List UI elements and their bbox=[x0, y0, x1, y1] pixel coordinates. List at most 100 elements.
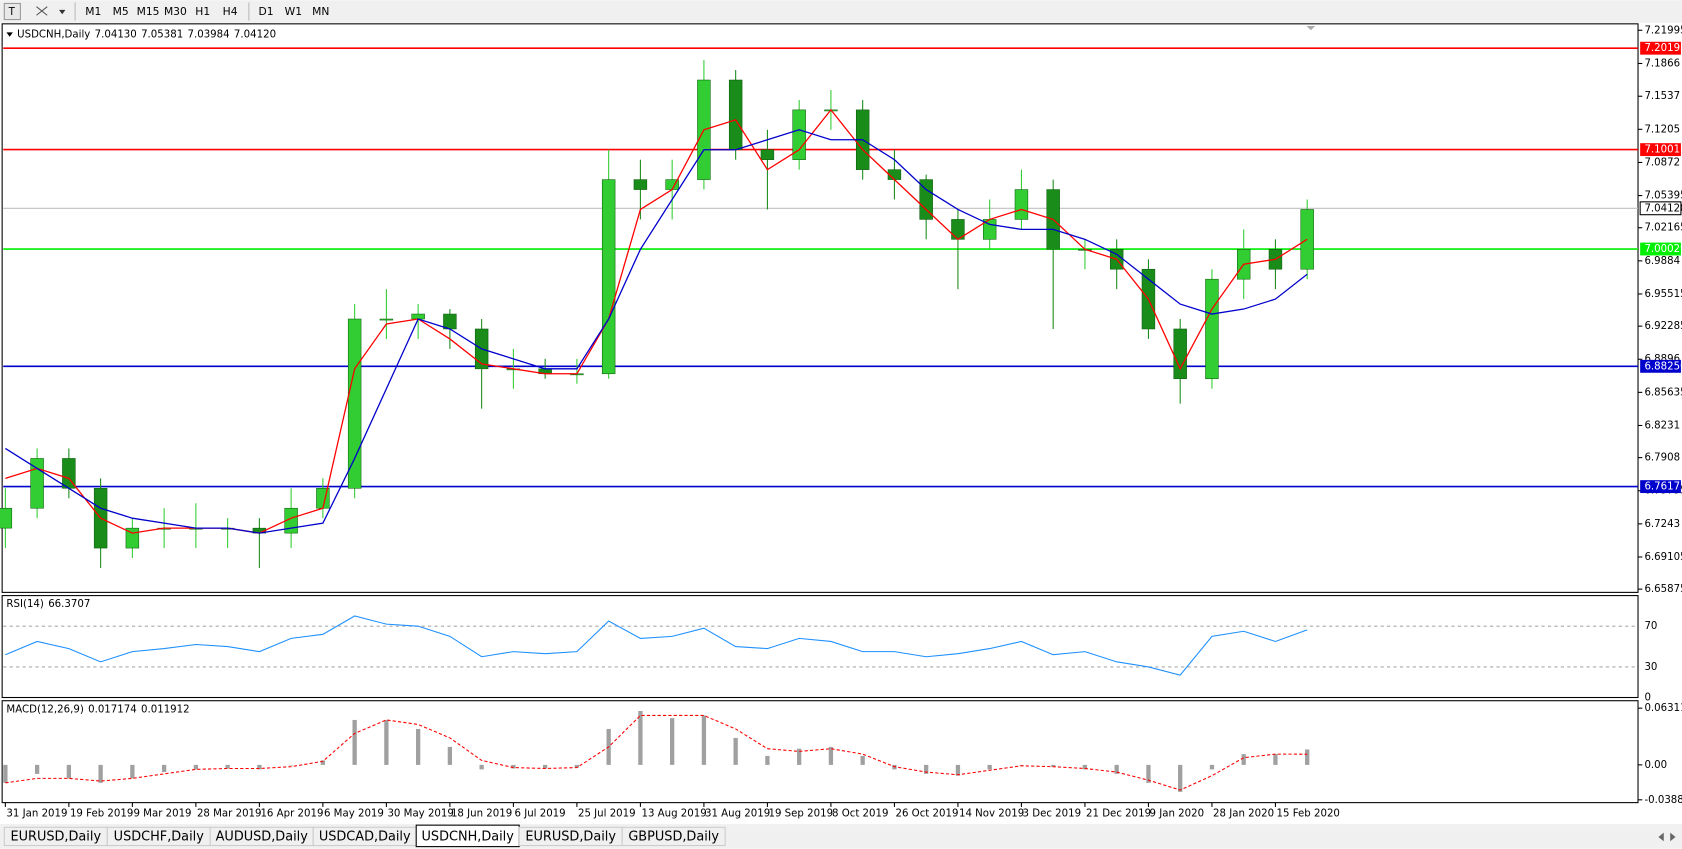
level-label-bg bbox=[1640, 242, 1681, 256]
macd-bar bbox=[860, 755, 865, 765]
tab-label[interactable]: GBPUSD,Daily bbox=[628, 829, 719, 844]
macd-bar bbox=[1178, 764, 1183, 792]
candle-body bbox=[0, 507, 13, 529]
level-label-bg bbox=[1640, 41, 1681, 55]
timeframe-button[interactable]: MN bbox=[312, 5, 329, 18]
ohlc-high: 7.05381 bbox=[141, 30, 183, 41]
macd-tick-label: -0.038872 bbox=[1644, 795, 1682, 806]
tab-label[interactable]: USDCHF,Daily bbox=[114, 829, 205, 844]
x-tick-label: 16 Apr 2019 bbox=[260, 808, 323, 819]
macd-title: MACD(12,26,9) bbox=[6, 704, 83, 715]
ohlc-close: 7.04120 bbox=[234, 30, 276, 41]
x-tick-label: 14 Nov 2019 bbox=[959, 808, 1024, 819]
macd-bar bbox=[34, 764, 40, 774]
timeframe-button[interactable]: M30 bbox=[164, 5, 187, 18]
x-tick-label: 31 Jan 2019 bbox=[6, 808, 67, 819]
dropdown-arrow[interactable] bbox=[58, 9, 66, 15]
macd-bar bbox=[384, 719, 389, 765]
x-tick-label: 28 Mar 2019 bbox=[197, 808, 262, 819]
macd-bar bbox=[1273, 754, 1278, 765]
tab-label[interactable]: EURUSD,Daily bbox=[525, 829, 616, 844]
tools-icon[interactable] bbox=[36, 6, 48, 16]
chart-tab[interactable]: GBPUSD,Daily bbox=[621, 826, 726, 847]
level-label: 7.00029 bbox=[1644, 244, 1682, 255]
chart-tab[interactable]: EURUSD,Daily bbox=[3, 826, 108, 847]
y-tick-label: 7.21995 bbox=[1644, 25, 1682, 36]
level-label-bg bbox=[1640, 143, 1681, 157]
ohlc-low: 7.03984 bbox=[188, 30, 230, 41]
timeframe-button[interactable]: M1 bbox=[85, 5, 101, 18]
macd-panel bbox=[1, 700, 1639, 804]
level-label: 6.88250 bbox=[1644, 361, 1682, 372]
macd-tick-label: 0.00 bbox=[1644, 760, 1667, 771]
timeframe-button[interactable]: W1 bbox=[285, 5, 302, 18]
macd-header: MACD(12,26,9) 0.017174 0.011912 bbox=[6, 704, 189, 715]
timeframe-button[interactable]: M5 bbox=[113, 5, 129, 18]
y-tick-label: 6.65875 bbox=[1644, 584, 1682, 595]
ohlc-open: 7.04130 bbox=[95, 30, 137, 41]
y-tick-label: 6.7243 bbox=[1644, 519, 1680, 530]
macd-bar bbox=[701, 715, 707, 765]
symbol-title: USDCNH,Daily bbox=[17, 30, 90, 41]
rsi-header: RSI(14) 66.3707 bbox=[6, 599, 90, 610]
toolbar-bg bbox=[0, 0, 1682, 23]
chart-tab[interactable]: EURUSD,Daily bbox=[518, 826, 623, 847]
tab-label[interactable]: USDCNH,Daily bbox=[422, 829, 515, 844]
x-tick-label: 19 Feb 2019 bbox=[70, 808, 133, 819]
macd-bar bbox=[1209, 764, 1215, 770]
macd-signal bbox=[5, 714, 1308, 791]
cursor-icon[interactable] bbox=[3, 2, 21, 21]
chart-tab[interactable]: USDCAD,Daily bbox=[312, 826, 417, 847]
tab-scroll[interactable] bbox=[1658, 832, 1676, 842]
timeframe-bar: M1 M5 M15 M30 H1 H4 D1 W1 MN bbox=[85, 2, 329, 21]
header-arrow bbox=[6, 32, 13, 37]
chart-tab[interactable]: USDCHF,Daily bbox=[106, 826, 211, 847]
candle-body bbox=[379, 318, 394, 321]
macd-bar bbox=[1082, 764, 1088, 770]
tab-label[interactable]: AUDUSD,Daily bbox=[216, 829, 309, 844]
rsi-panel bbox=[1, 595, 1639, 699]
y-tick-label: 6.7908 bbox=[1644, 453, 1680, 464]
timeframe-button[interactable]: H1 bbox=[195, 5, 210, 18]
x-tick-label: 8 Oct 2019 bbox=[832, 808, 889, 819]
candle-body bbox=[411, 313, 425, 320]
macd-bar bbox=[415, 728, 421, 765]
macd-bar bbox=[3, 764, 8, 783]
y-tick-label: 6.8896 bbox=[1644, 354, 1680, 365]
macd-bar bbox=[225, 764, 230, 769]
macd-bar bbox=[1305, 749, 1310, 765]
macd-bar bbox=[511, 764, 516, 769]
macd-bar bbox=[1051, 764, 1056, 767]
y-tick-label: 7.1537 bbox=[1644, 91, 1680, 102]
macd-bar bbox=[66, 764, 72, 779]
price-panel bbox=[1, 23, 1639, 593]
macd-bar bbox=[130, 764, 135, 779]
x-tick-label: 6 Jul 2019 bbox=[514, 808, 565, 819]
timeframe-button[interactable]: H4 bbox=[223, 5, 238, 18]
rsi-line bbox=[5, 615, 1308, 676]
chart-tab[interactable]: AUDUSD,Daily bbox=[209, 826, 314, 847]
y-tick-label: 7.02165 bbox=[1644, 223, 1682, 234]
x-tick-label: 28 Jan 2020 bbox=[1213, 808, 1274, 819]
macd-bar bbox=[1146, 764, 1151, 783]
tab-label[interactable]: EURUSD,Daily bbox=[10, 829, 101, 844]
chart-tab[interactable]: USDCNH,Daily bbox=[415, 824, 520, 848]
timeframe-button[interactable]: D1 bbox=[258, 5, 273, 18]
macd-bar bbox=[257, 764, 262, 770]
x-tick-label: 9 Mar 2019 bbox=[133, 808, 191, 819]
macd-bar bbox=[98, 764, 103, 783]
timeframe-button[interactable]: M15 bbox=[137, 5, 160, 18]
macd-bar bbox=[574, 764, 580, 768]
macd-bar bbox=[828, 746, 834, 765]
tab-bg bbox=[621, 826, 726, 847]
y-tick-label: 6.85635 bbox=[1644, 387, 1682, 398]
x-tick-label: 15 Feb 2020 bbox=[1277, 808, 1340, 819]
x-tick-label: 26 Oct 2019 bbox=[895, 808, 958, 819]
level-label-bg bbox=[1640, 359, 1681, 373]
candle-body bbox=[1300, 209, 1314, 270]
macd-bar bbox=[352, 719, 357, 765]
tab-label[interactable]: USDCAD,Daily bbox=[319, 829, 411, 844]
macd-tick-label: 0.063113 bbox=[1644, 703, 1682, 714]
